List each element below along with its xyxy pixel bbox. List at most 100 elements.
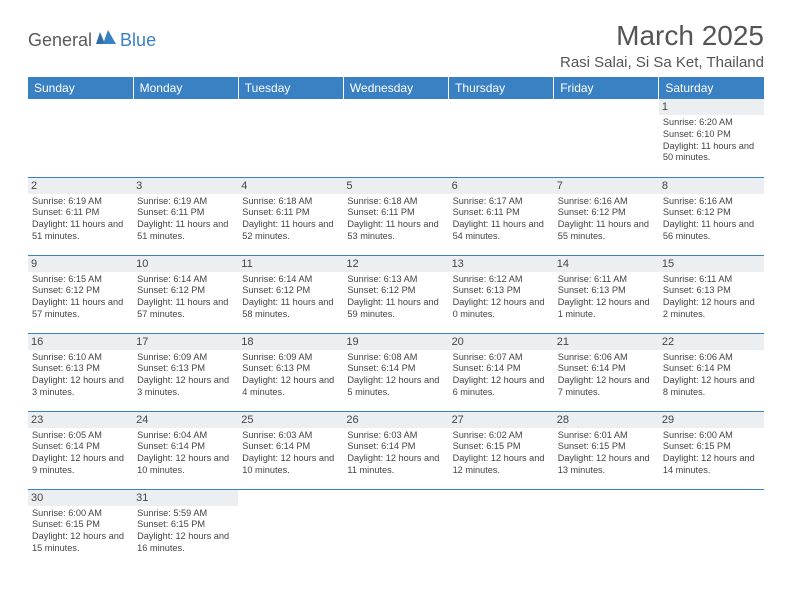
sunrise-text: Sunrise: 6:16 AM [558, 196, 655, 208]
daylight-text: Daylight: 12 hours and 2 minutes. [663, 297, 760, 321]
calendar-table: SundayMondayTuesdayWednesdayThursdayFrid… [28, 77, 764, 567]
sunrise-text: Sunrise: 6:09 AM [242, 352, 339, 364]
calendar-week-row: 2Sunrise: 6:19 AMSunset: 6:11 PMDaylight… [28, 177, 764, 255]
daylight-text: Daylight: 11 hours and 59 minutes. [347, 297, 444, 321]
daylight-text: Daylight: 12 hours and 3 minutes. [137, 375, 234, 399]
sunset-text: Sunset: 6:13 PM [137, 363, 234, 375]
sunset-text: Sunset: 6:12 PM [242, 285, 339, 297]
day-number: 19 [343, 334, 448, 350]
daylight-text: Daylight: 12 hours and 15 minutes. [32, 531, 129, 555]
sunrise-text: Sunrise: 5:59 AM [137, 508, 234, 520]
daylight-text: Daylight: 12 hours and 16 minutes. [137, 531, 234, 555]
sunset-text: Sunset: 6:11 PM [242, 207, 339, 219]
daylight-text: Daylight: 11 hours and 50 minutes. [663, 141, 760, 165]
daylight-text: Daylight: 12 hours and 13 minutes. [558, 453, 655, 477]
calendar-empty-cell [133, 99, 238, 177]
day-number: 4 [238, 178, 343, 194]
calendar-day-cell: 27Sunrise: 6:02 AMSunset: 6:15 PMDayligh… [449, 411, 554, 489]
sunset-text: Sunset: 6:15 PM [32, 519, 129, 531]
day-number: 15 [659, 256, 764, 272]
sunrise-text: Sunrise: 6:00 AM [663, 430, 760, 442]
daylight-text: Daylight: 11 hours and 57 minutes. [32, 297, 129, 321]
sunrise-text: Sunrise: 6:18 AM [347, 196, 444, 208]
calendar-empty-cell [554, 489, 659, 567]
daylight-text: Daylight: 11 hours and 53 minutes. [347, 219, 444, 243]
calendar-day-cell: 26Sunrise: 6:03 AMSunset: 6:14 PMDayligh… [343, 411, 448, 489]
daylight-text: Daylight: 11 hours and 56 minutes. [663, 219, 760, 243]
calendar-day-cell: 8Sunrise: 6:16 AMSunset: 6:12 PMDaylight… [659, 177, 764, 255]
sunset-text: Sunset: 6:14 PM [347, 441, 444, 453]
weekday-header: Thursday [449, 77, 554, 99]
sunrise-text: Sunrise: 6:03 AM [347, 430, 444, 442]
calendar-empty-cell [28, 99, 133, 177]
sunrise-text: Sunrise: 6:11 AM [558, 274, 655, 286]
sunset-text: Sunset: 6:14 PM [242, 441, 339, 453]
sunrise-text: Sunrise: 6:09 AM [137, 352, 234, 364]
day-number: 24 [133, 412, 238, 428]
day-number: 2 [28, 178, 133, 194]
logo: General Blue [28, 30, 156, 51]
day-number: 31 [133, 490, 238, 506]
daylight-text: Daylight: 11 hours and 55 minutes. [558, 219, 655, 243]
calendar-day-cell: 13Sunrise: 6:12 AMSunset: 6:13 PMDayligh… [449, 255, 554, 333]
sunset-text: Sunset: 6:12 PM [347, 285, 444, 297]
calendar-empty-cell [343, 99, 448, 177]
daylight-text: Daylight: 12 hours and 1 minute. [558, 297, 655, 321]
sunrise-text: Sunrise: 6:02 AM [453, 430, 550, 442]
sunset-text: Sunset: 6:11 PM [137, 207, 234, 219]
sunset-text: Sunset: 6:15 PM [558, 441, 655, 453]
calendar-empty-cell [449, 99, 554, 177]
weekday-header: Wednesday [343, 77, 448, 99]
logo-word-2: Blue [120, 30, 156, 51]
weekday-header: Tuesday [238, 77, 343, 99]
calendar-day-cell: 1Sunrise: 6:20 AMSunset: 6:10 PMDaylight… [659, 99, 764, 177]
sunset-text: Sunset: 6:10 PM [663, 129, 760, 141]
daylight-text: Daylight: 12 hours and 0 minutes. [453, 297, 550, 321]
daylight-text: Daylight: 12 hours and 4 minutes. [242, 375, 339, 399]
day-number: 1 [659, 99, 764, 115]
sunrise-text: Sunrise: 6:14 AM [137, 274, 234, 286]
sunset-text: Sunset: 6:13 PM [453, 285, 550, 297]
sunset-text: Sunset: 6:14 PM [558, 363, 655, 375]
daylight-text: Daylight: 11 hours and 51 minutes. [32, 219, 129, 243]
sunset-text: Sunset: 6:15 PM [453, 441, 550, 453]
daylight-text: Daylight: 12 hours and 6 minutes. [453, 375, 550, 399]
sunrise-text: Sunrise: 6:12 AM [453, 274, 550, 286]
day-number: 21 [554, 334, 659, 350]
calendar-empty-cell [238, 489, 343, 567]
sunrise-text: Sunrise: 6:05 AM [32, 430, 129, 442]
calendar-page: General Blue March 2025 Rasi Salai, Si S… [0, 0, 792, 577]
day-number: 18 [238, 334, 343, 350]
calendar-day-cell: 30Sunrise: 6:00 AMSunset: 6:15 PMDayligh… [28, 489, 133, 567]
title-block: March 2025 Rasi Salai, Si Sa Ket, Thaila… [560, 20, 764, 71]
calendar-body: 1Sunrise: 6:20 AMSunset: 6:10 PMDaylight… [28, 99, 764, 567]
daylight-text: Daylight: 12 hours and 12 minutes. [453, 453, 550, 477]
calendar-empty-cell [238, 99, 343, 177]
daylight-text: Daylight: 11 hours and 51 minutes. [137, 219, 234, 243]
sunset-text: Sunset: 6:11 PM [32, 207, 129, 219]
calendar-week-row: 9Sunrise: 6:15 AMSunset: 6:12 PMDaylight… [28, 255, 764, 333]
calendar-empty-cell [343, 489, 448, 567]
day-number: 22 [659, 334, 764, 350]
month-title: March 2025 [560, 20, 764, 52]
weekday-header: Sunday [28, 77, 133, 99]
day-number: 20 [449, 334, 554, 350]
sunset-text: Sunset: 6:13 PM [558, 285, 655, 297]
sunset-text: Sunset: 6:15 PM [137, 519, 234, 531]
day-number: 25 [238, 412, 343, 428]
day-number: 23 [28, 412, 133, 428]
day-number: 29 [659, 412, 764, 428]
calendar-day-cell: 9Sunrise: 6:15 AMSunset: 6:12 PMDaylight… [28, 255, 133, 333]
sunrise-text: Sunrise: 6:10 AM [32, 352, 129, 364]
calendar-empty-cell [449, 489, 554, 567]
sunrise-text: Sunrise: 6:19 AM [32, 196, 129, 208]
daylight-text: Daylight: 12 hours and 10 minutes. [137, 453, 234, 477]
sunrise-text: Sunrise: 6:11 AM [663, 274, 760, 286]
calendar-day-cell: 29Sunrise: 6:00 AMSunset: 6:15 PMDayligh… [659, 411, 764, 489]
weekday-header: Friday [554, 77, 659, 99]
sunset-text: Sunset: 6:12 PM [32, 285, 129, 297]
calendar-week-row: 30Sunrise: 6:00 AMSunset: 6:15 PMDayligh… [28, 489, 764, 567]
sunset-text: Sunset: 6:12 PM [663, 207, 760, 219]
calendar-week-row: 16Sunrise: 6:10 AMSunset: 6:13 PMDayligh… [28, 333, 764, 411]
daylight-text: Daylight: 12 hours and 8 minutes. [663, 375, 760, 399]
